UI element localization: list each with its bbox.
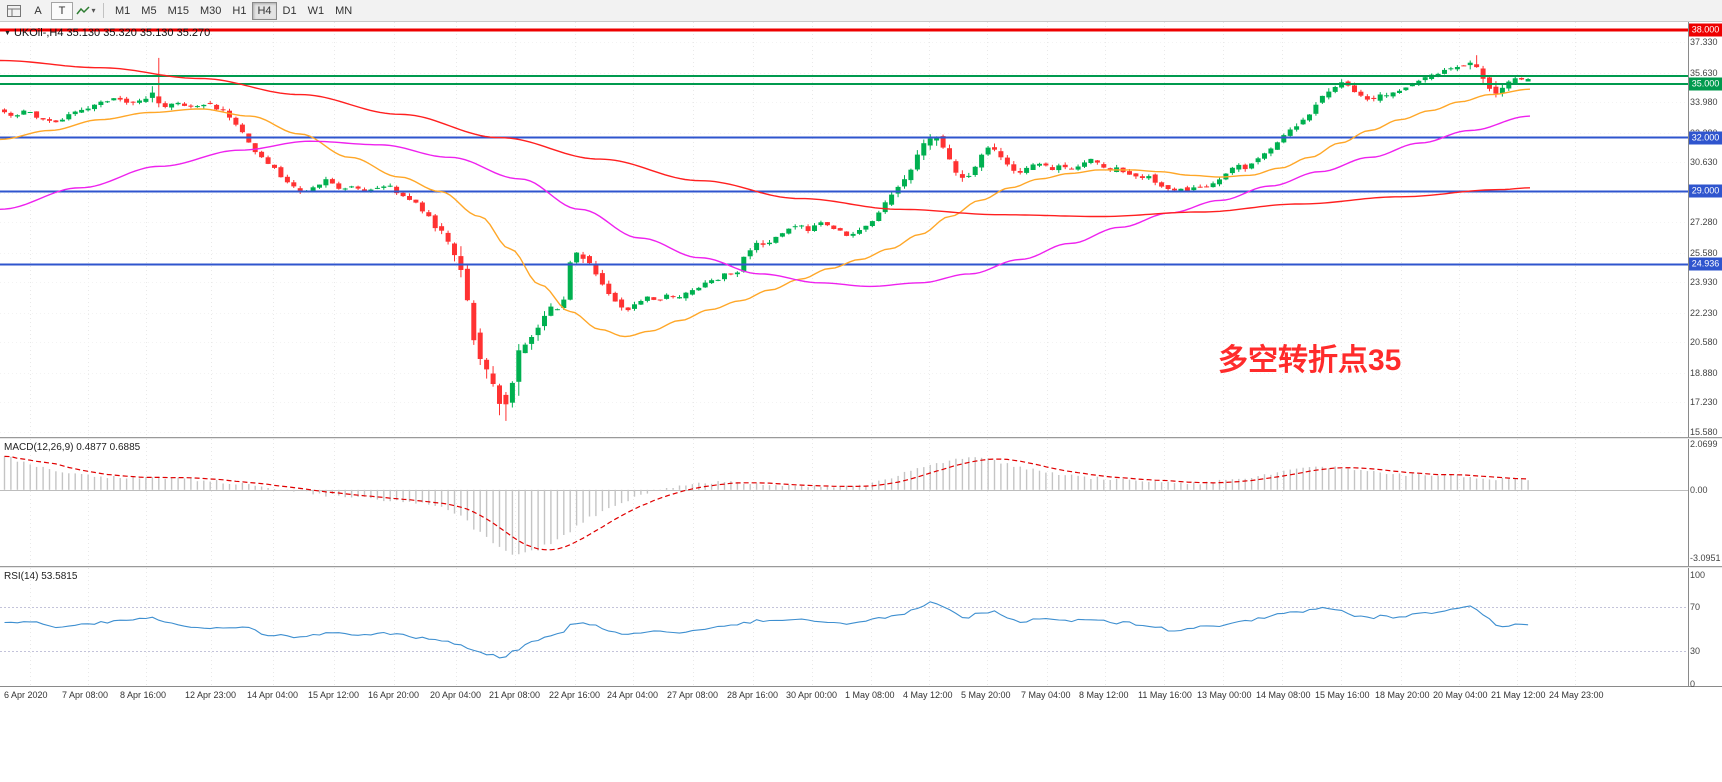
timeframe-button-m30[interactable]: M30 xyxy=(195,2,226,20)
time-label: 15 May 16:00 xyxy=(1315,690,1370,700)
annotate-a-button[interactable]: A xyxy=(27,2,49,20)
price-level-label: 38.000 xyxy=(1689,23,1722,37)
chart-toolbar: A T ▾ M1 M5 M15 M30 H1 H4 D1 W1 MN xyxy=(0,0,1722,22)
time-label: 11 May 16:00 xyxy=(1138,690,1192,700)
time-label: 1 May 08:00 xyxy=(845,690,895,700)
panel-splitter[interactable] xyxy=(0,566,1722,568)
price-tick-label: 23.930 xyxy=(1690,277,1718,288)
price-tick-label: 18.880 xyxy=(1690,367,1718,378)
time-label: 18 May 20:00 xyxy=(1375,690,1430,700)
time-label: 28 Apr 16:00 xyxy=(727,690,779,700)
text-tool-button[interactable]: T xyxy=(51,1,73,20)
rsi-tick-label: 100 xyxy=(1690,569,1706,580)
chart-windows-icon[interactable] xyxy=(3,2,25,20)
time-label: 7 May 04:00 xyxy=(1021,690,1071,700)
price-level-label: 29.000 xyxy=(1689,184,1722,198)
time-label: 20 Apr 04:00 xyxy=(430,690,482,700)
price-tick-label: 30.630 xyxy=(1690,157,1718,168)
time-label: 24 May 23:00 xyxy=(1549,690,1604,700)
macd-label: MACD(12,26,9) 0.4877 0.6885 xyxy=(4,442,141,453)
time-label: 22 Apr 16:00 xyxy=(549,690,601,700)
macd-panel[interactable]: MACD(12,26,9) 0.4877 0.6885 xyxy=(0,439,1688,566)
time-label: 30 Apr 00:00 xyxy=(786,690,838,700)
macd-plot[interactable] xyxy=(0,439,1688,566)
line-chart-icon xyxy=(76,5,91,14)
time-label: 8 Apr 16:00 xyxy=(120,690,167,700)
chart-title-text: UKOil-,H4 35.130 35.320 35.130 35.270 xyxy=(13,27,211,39)
chart-annotation-text[interactable]: 多空转折点35 xyxy=(1218,344,1402,377)
time-label: 8 May 12:00 xyxy=(1079,690,1129,700)
time-label: 6 Apr 2020 xyxy=(4,690,48,700)
caret-down-icon: ▾ xyxy=(91,6,96,15)
time-label: 16 Apr 20:00 xyxy=(368,690,420,700)
price-tick-label: 20.580 xyxy=(1690,337,1718,348)
price-level-label: 35.000 xyxy=(1689,77,1722,91)
price-tick-label: 15.580 xyxy=(1690,426,1718,437)
timeframe-group: M1 M5 M15 M30 H1 H4 D1 W1 MN xyxy=(110,1,357,20)
toolbar-separator xyxy=(103,3,104,18)
indicator-dropdown-button[interactable]: ▾ xyxy=(75,2,97,20)
time-label: 21 May 12:00 xyxy=(1491,690,1546,700)
time-label: 12 Apr 23:00 xyxy=(185,690,237,700)
price-tick-label: 25.580 xyxy=(1690,247,1718,258)
timeframe-button-d1[interactable]: D1 xyxy=(278,2,302,20)
time-label: 4 May 12:00 xyxy=(903,690,953,700)
time-label: 14 Apr 04:00 xyxy=(247,690,299,700)
time-axis[interactable]: 6 Apr 2020 7 Apr 08:00 8 Apr 16:00 12 Apr 2… xyxy=(0,686,1722,704)
timeframe-button-w1[interactable]: W1 xyxy=(303,2,330,20)
time-label: 21 Apr 08:00 xyxy=(489,690,541,700)
candlestick-plot[interactable] xyxy=(0,22,1688,437)
panel-splitter[interactable] xyxy=(0,437,1722,439)
timeframe-button-m15[interactable]: M15 xyxy=(163,2,194,20)
macd-tick-label: 2.0699 xyxy=(1690,439,1718,450)
price-tick-label: 27.280 xyxy=(1690,217,1718,228)
price-tick-label: 22.230 xyxy=(1690,307,1718,318)
symbol-dropdown-icon[interactable]: ▼ xyxy=(4,29,11,37)
time-label: 27 Apr 08:00 xyxy=(667,690,719,700)
main-chart-panel[interactable]: ▼ UKOil-,H4 35.130 35.320 35.130 35.270 … xyxy=(0,22,1688,437)
time-label: 13 May 00:00 xyxy=(1197,690,1252,700)
timeframe-button-h4[interactable]: H4 xyxy=(252,1,277,20)
rsi-label: RSI(14) 53.5815 xyxy=(4,571,78,582)
timeframe-button-mn[interactable]: MN xyxy=(330,2,357,20)
rsi-tick-label: 70 xyxy=(1690,602,1701,613)
time-label: 15 Apr 12:00 xyxy=(308,690,360,700)
chart-title: ▼ UKOil-,H4 35.130 35.320 35.130 35.270 xyxy=(4,27,210,39)
time-label: 20 May 04:00 xyxy=(1433,690,1488,700)
rsi-tick-label: 30 xyxy=(1690,646,1701,657)
rsi-panel[interactable]: RSI(14) 53.5815 xyxy=(0,568,1688,686)
time-label: 14 May 08:00 xyxy=(1256,690,1311,700)
price-axis[interactable]: 37.33035.63033.98032.28030.63028.93027.2… xyxy=(1688,22,1722,689)
timeframe-button-m5[interactable]: M5 xyxy=(136,2,161,20)
time-label: 24 Apr 04:00 xyxy=(607,690,659,700)
time-label: 5 May 20:00 xyxy=(961,690,1011,700)
macd-tick-label: 0.00 xyxy=(1690,484,1708,495)
price-level-label: 24.936 xyxy=(1689,257,1722,271)
price-tick-label: 17.230 xyxy=(1690,397,1718,408)
price-level-label: 32.000 xyxy=(1689,131,1722,145)
rsi-tick-label: 0 xyxy=(1690,678,1696,689)
timeframe-button-h1[interactable]: H1 xyxy=(227,2,251,20)
price-tick-label: 35.630 xyxy=(1690,67,1718,78)
rsi-plot[interactable] xyxy=(0,568,1688,686)
macd-tick-label: -3.0951 xyxy=(1690,553,1721,564)
price-tick-label: 33.980 xyxy=(1690,97,1718,108)
timeframe-button-m1[interactable]: M1 xyxy=(110,2,135,20)
time-label: 7 Apr 08:00 xyxy=(62,690,109,700)
price-tick-label: 37.330 xyxy=(1690,37,1718,48)
